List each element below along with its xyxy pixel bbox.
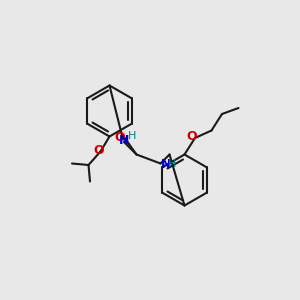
Text: O: O bbox=[186, 130, 197, 143]
Text: H: H bbox=[168, 159, 177, 169]
Text: N: N bbox=[118, 134, 129, 147]
Text: O: O bbox=[115, 130, 125, 144]
Text: N: N bbox=[161, 158, 171, 172]
Text: H: H bbox=[128, 130, 136, 141]
Text: O: O bbox=[94, 143, 104, 157]
